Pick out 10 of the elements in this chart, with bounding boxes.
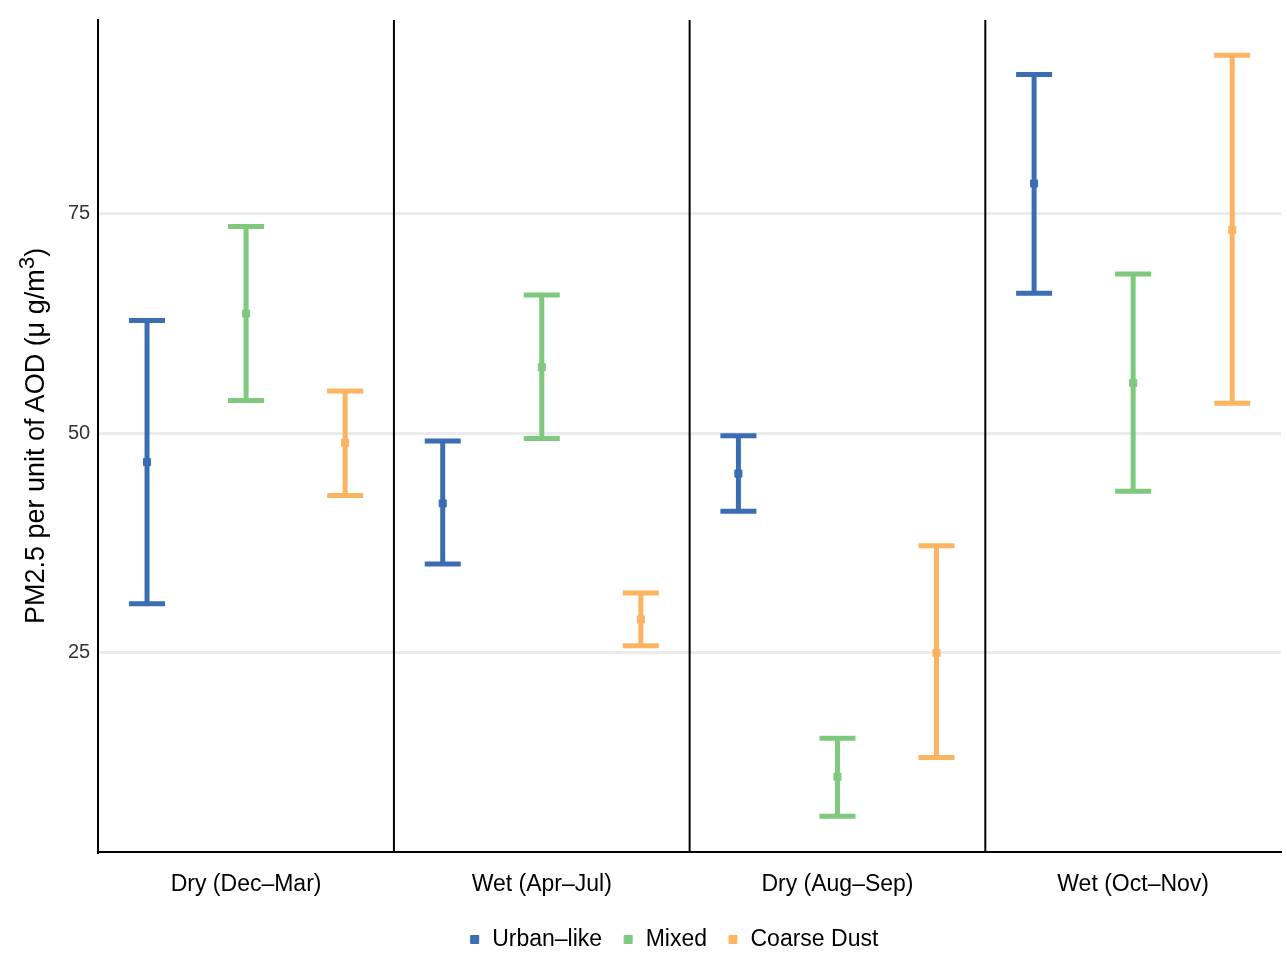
x-tick-label: Wet (Apr–Jul) (471, 869, 612, 896)
y-tick-label: 75 (68, 200, 91, 223)
y-tick-label: 25 (68, 640, 91, 663)
legend-label: Urban–like (492, 924, 603, 951)
legend-label: Coarse Dust (750, 924, 879, 951)
y-tick-label: 50 (68, 420, 91, 443)
legend-label: Mixed (645, 924, 707, 951)
x-tick-label: Dry (Aug–Sep) (761, 869, 914, 896)
x-tick-label: Wet (Oct–Nov) (1057, 869, 1209, 896)
x-tick-label: Dry (Dec–Mar) (170, 869, 322, 896)
